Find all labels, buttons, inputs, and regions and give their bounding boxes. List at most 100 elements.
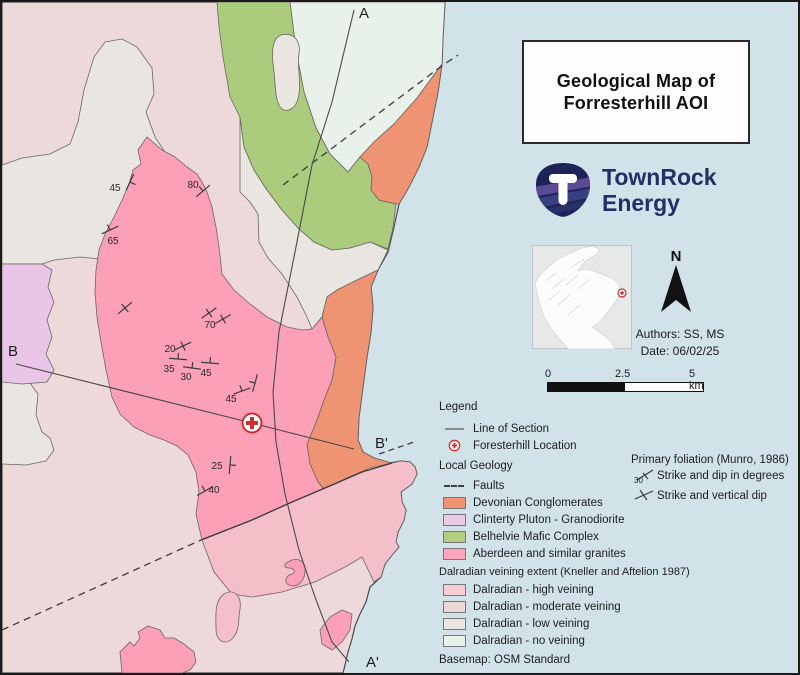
section-label-B: B: [8, 343, 18, 360]
devonian-swatch: [442, 496, 466, 509]
strike-dip-marker: 35: [163, 352, 188, 375]
legend-item-high-veining: Dalradian - high veining: [439, 581, 697, 598]
region-granite-blob-south: [119, 625, 197, 673]
foliation-title: Primary foliation (Munro, 1986): [631, 454, 789, 466]
legend-item-devonian: Devonian Conglomerates: [439, 494, 697, 511]
strike-dip-marker: 40: [196, 485, 220, 497]
basemap-credit: Basemap: OSM Standard: [439, 654, 571, 666]
region-devonian-north: [359, 63, 443, 205]
line-of-section-symbol: [444, 427, 464, 430]
strike-vertical-dip-icon: [634, 489, 654, 500]
svg-text:65: 65: [107, 236, 119, 247]
location-marker-icon: [448, 439, 460, 452]
region-high-blob: [215, 591, 241, 643]
authors-text: Authors: SS, MS: [635, 327, 725, 341]
region-clinterty-pluton: [2, 263, 55, 385]
high-veining-swatch: [442, 583, 466, 596]
section-line-a: [272, 9, 355, 663]
strike-dip-marker: 80: [187, 180, 211, 198]
legend-title: Legend: [439, 401, 478, 413]
foliation-dip-row: 30 Strike and dip in degrees: [631, 466, 798, 486]
scale-label-start: 0: [545, 368, 552, 380]
legend-item-aberdeen: Aberdeen and similar granites: [439, 545, 697, 562]
region-granite-blob-c: [284, 559, 306, 587]
legend-item-clinterty: Clinterty Pluton - Granodiorite: [439, 511, 697, 528]
legend-item-location: Foresterhill Location: [439, 437, 697, 454]
scale-label-mid: 2.5: [615, 368, 631, 380]
strike-vertical-dip-marker: 20: [164, 341, 192, 355]
strike-dip-marker: 45: [200, 356, 220, 379]
strike-dip-marker: 65: [101, 224, 119, 247]
strike-dip-marker: 45: [225, 385, 251, 405]
legend-local-geology-title: Local Geology: [439, 460, 513, 472]
townrock-logo-icon: [535, 163, 591, 217]
region-belhelvie-mafic: [216, 2, 397, 251]
fault-symbol: [444, 484, 464, 487]
svg-text:70: 70: [204, 320, 216, 331]
legend-item-moderate-veining: Dalradian - moderate veining: [439, 598, 697, 615]
north-label: N: [670, 248, 682, 265]
north-arrow: N: [650, 249, 702, 319]
svg-text:45: 45: [109, 183, 121, 194]
clinterty-swatch: [442, 513, 466, 526]
strike-dip-markers: 45 80 65 70 20 35 30 45 45 25 40: [101, 173, 258, 497]
svg-text:30: 30: [180, 372, 192, 383]
svg-text:45: 45: [225, 394, 237, 405]
svg-text:80: 80: [187, 180, 199, 191]
date-text: Date: 06/02/25: [640, 344, 720, 358]
svg-text:30: 30: [634, 476, 643, 485]
map-title-line1: Geological Map of: [556, 71, 716, 91]
legend-item-no-veining: Dalradian - no veining: [439, 632, 697, 649]
svg-text:40: 40: [208, 485, 220, 496]
strike-vertical-dip-marker: [117, 301, 133, 315]
logo-name-line1: TownRock: [602, 164, 717, 190]
foliation-vertical-row: Strike and vertical dip: [631, 486, 798, 506]
map-title-line2: Forresterhill AOI: [563, 93, 709, 113]
section-label-A-prime: A': [366, 654, 379, 671]
low-veining-swatch: [442, 617, 466, 630]
strike-dip-marker: 25: [211, 455, 237, 475]
scale-label-end: 5 km: [689, 368, 704, 392]
north-arrow-icon: [661, 265, 691, 312]
strike-dip-marker: 30: [180, 361, 201, 383]
svg-text:35: 35: [163, 364, 175, 375]
foliation-legend: Primary foliation (Munro, 1986) 30 Strik…: [631, 454, 798, 506]
inset-map: [531, 244, 633, 354]
legend: Legend Line of Section Foresterhill Loca…: [439, 401, 697, 666]
legend-item-faults: Faults: [439, 477, 697, 494]
strike-dip-marker: 45: [109, 173, 136, 194]
no-veining-swatch: [442, 634, 466, 647]
forresterhill-location-marker: [241, 412, 263, 434]
legend-item-line-of-section: Line of Section: [439, 420, 697, 437]
strike-dip-marker: [249, 374, 258, 392]
townrock-logo: TownRock Energy: [533, 161, 717, 219]
section-label-B-prime: B': [375, 435, 388, 452]
strike-vertical-dip-marker: [214, 313, 232, 325]
strike-vertical-dip-marker: 70: [201, 307, 217, 331]
inset-location-marker: [617, 288, 627, 298]
section-labels: A A' B B': [8, 5, 388, 671]
title-box: Geological Map of Forresterhill AOI: [522, 40, 750, 144]
logo-name-line2: Energy: [602, 190, 680, 216]
svg-text:45: 45: [200, 368, 212, 379]
svg-text:25: 25: [211, 461, 223, 472]
region-low-blob-in-green: [272, 33, 300, 111]
section-label-A: A: [359, 5, 369, 22]
legend-veining-title: Dalradian veining extent (Kneller and Af…: [439, 566, 690, 578]
aberdeen-swatch: [442, 547, 466, 560]
scale-bar: 0 2.5 5 km: [545, 368, 707, 392]
fault-lines: [2, 54, 459, 631]
region-granite-blob-coast: [319, 609, 353, 651]
inset-relief-texture: [545, 258, 591, 316]
svg-text:20: 20: [164, 344, 176, 355]
legend-item-low-veining: Dalradian - low veining: [439, 615, 697, 632]
credits: Authors: SS, MS Date: 06/02/25: [624, 326, 736, 360]
townrock-logo-text: TownRock Energy: [602, 164, 717, 216]
legend-item-belhelvie: Belhelvie Mafic Complex: [439, 528, 697, 545]
scale-bar-graphic: [547, 382, 704, 392]
region-dalradian-low-southwest: [2, 379, 55, 466]
moderate-veining-swatch: [442, 600, 466, 613]
strike-dip-icon: 30: [634, 468, 654, 485]
belhelvie-swatch: [442, 530, 466, 543]
